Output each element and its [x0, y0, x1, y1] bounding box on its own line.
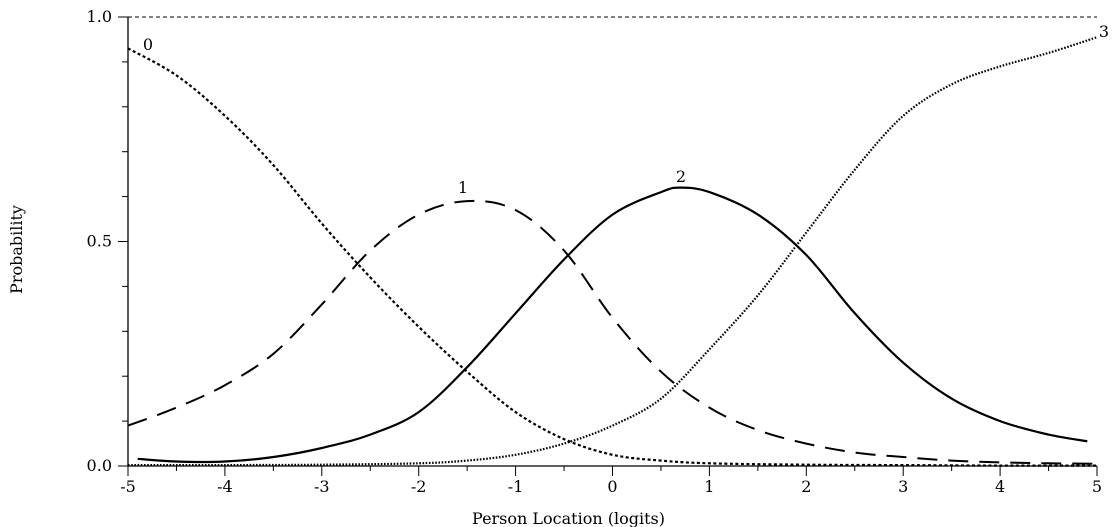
series-line-category-3: [127, 36, 1098, 467]
x-tick-label: -1: [508, 477, 524, 496]
series-label-category-0: 0: [143, 35, 153, 54]
x-tick-label: -5: [120, 477, 136, 496]
series-label-category-1: 1: [458, 178, 468, 197]
x-tick-label: -4: [217, 477, 233, 496]
series-group: [127, 36, 1098, 467]
x-axis-title: Person Location (logits): [472, 509, 665, 527]
x-tick-label: 1: [704, 477, 714, 496]
x-tick-label: 5: [1092, 477, 1102, 496]
y-axis-title: Probability: [7, 205, 26, 294]
x-tick-label: 0: [607, 477, 617, 496]
x-tick-label: 2: [801, 477, 811, 496]
y-tick-label: 1.0: [87, 7, 112, 26]
series-label-category-2: 2: [676, 167, 686, 186]
x-tick-label: -3: [314, 477, 330, 496]
ticks: 0.0 0.5 1.0 -5 -4 -3 -2 -1 0 1 2 3 4 5: [87, 7, 1103, 496]
series-line-category-2: [137, 186, 1088, 464]
x-tick-label: 4: [995, 477, 1005, 496]
series-label-category-3: 3: [1099, 22, 1109, 41]
y-tick-label: 0.5: [87, 232, 112, 251]
labels: Person Location (logits) Probability 0 1 2 3: [7, 22, 1109, 527]
series-line-category-0: [127, 47, 1097, 467]
x-tick-label: 3: [898, 477, 908, 496]
y-tick-label: 0.0: [87, 456, 112, 475]
series-line-category-1: [127, 199, 1098, 465]
x-tick-label: -2: [411, 477, 427, 496]
